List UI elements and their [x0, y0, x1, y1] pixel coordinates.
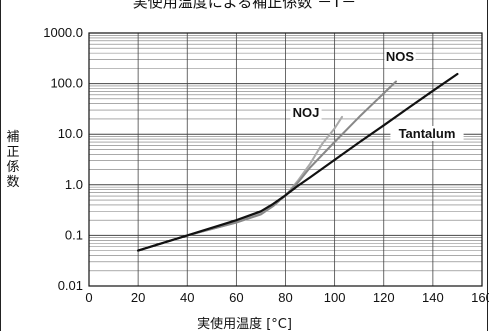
x-tick-label: 0 — [85, 290, 92, 305]
x-tick-label: 40 — [180, 290, 194, 305]
series-labels: Tantalum NOS NOJ — [290, 49, 464, 141]
x-axis-label: 実使用温度 [°C] — [197, 317, 292, 332]
grid-lines — [89, 33, 482, 287]
series-line-tantalum — [137, 72, 459, 252]
x-tick-label: 140 — [422, 290, 444, 305]
y-axis-label: 補正係数 — [6, 130, 20, 190]
y-tick-label: 1.0 — [65, 177, 83, 192]
x-tick-label: 60 — [229, 290, 243, 305]
series-line-noj — [137, 115, 343, 252]
y-tick-label: 100.0 — [50, 76, 83, 91]
x-tick-label: 20 — [131, 290, 145, 305]
series-lines — [137, 72, 459, 252]
y-tick-label: 0.1 — [65, 227, 83, 242]
series-line-nos — [137, 80, 397, 252]
series-label-bg — [390, 126, 464, 141]
series-label-bg — [290, 105, 322, 120]
series-label-nos: NOS — [386, 49, 415, 64]
x-tick-label: 100 — [324, 290, 346, 305]
series-label-bg — [384, 49, 416, 64]
x-tick-label: 80 — [278, 290, 292, 305]
y-tick-label: 10.0 — [58, 126, 83, 141]
plot-border — [88, 32, 483, 287]
x-tick-labels: 0 20 40 60 80 100 120 140 160 — [85, 290, 489, 305]
x-tick-label: 160 — [471, 290, 489, 305]
series-label-tantalum: Tantalum — [399, 126, 456, 141]
y-tick-labels: 0.01 0.1 1.0 10.0 100.0 1000.0 — [43, 25, 83, 293]
x-tick-label: 120 — [373, 290, 395, 305]
y-tick-label: 0.01 — [58, 278, 83, 293]
y-tick-label: 1000.0 — [43, 25, 83, 40]
chart-title: 実使用温度による補正係数 －T－ — [132, 0, 357, 11]
series-label-noj: NOJ — [293, 105, 320, 120]
